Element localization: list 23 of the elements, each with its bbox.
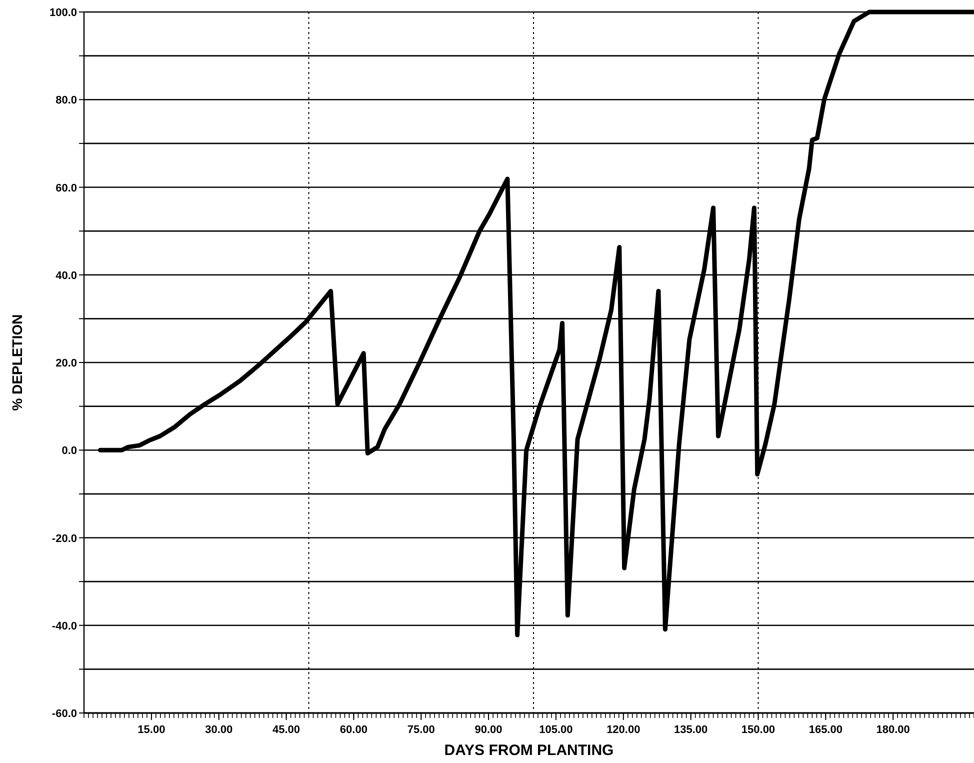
x-tick-label: 45.00 (272, 724, 300, 736)
y-tick-label: -40.0 (52, 620, 77, 632)
x-tick-label: 60.00 (340, 724, 368, 736)
y-tick-label: -60.0 (52, 708, 77, 720)
y-tick-label: 40.0 (56, 270, 77, 282)
y-tick-label: 60.0 (56, 182, 77, 194)
y-tick-label: 20.0 (56, 358, 77, 370)
x-tick-label: 150.00 (741, 724, 776, 736)
x-tick-label: 15.00 (138, 724, 166, 736)
x-tick-label: 105.00 (539, 724, 573, 736)
y-tick-label: 100.0 (49, 7, 77, 19)
x-tick-label: 30.00 (205, 724, 233, 736)
x-tick-label: 135.00 (674, 724, 708, 736)
x-tick-label: 180.00 (876, 724, 910, 736)
x-tick-label: 90.00 (474, 724, 502, 736)
y-tick-label: -20.0 (52, 532, 77, 545)
x-tick-label: 120.00 (606, 724, 640, 736)
x-tick-label: 165.00 (808, 724, 842, 736)
y-tick-label: 80.0 (56, 94, 77, 107)
y-tick-label: 0.0 (62, 445, 77, 458)
x-tick-label: 75.00 (407, 724, 435, 736)
y-axis-title: % DEPLETION (9, 314, 25, 411)
x-axis-title: DAYS FROM PLANTING (444, 742, 614, 759)
